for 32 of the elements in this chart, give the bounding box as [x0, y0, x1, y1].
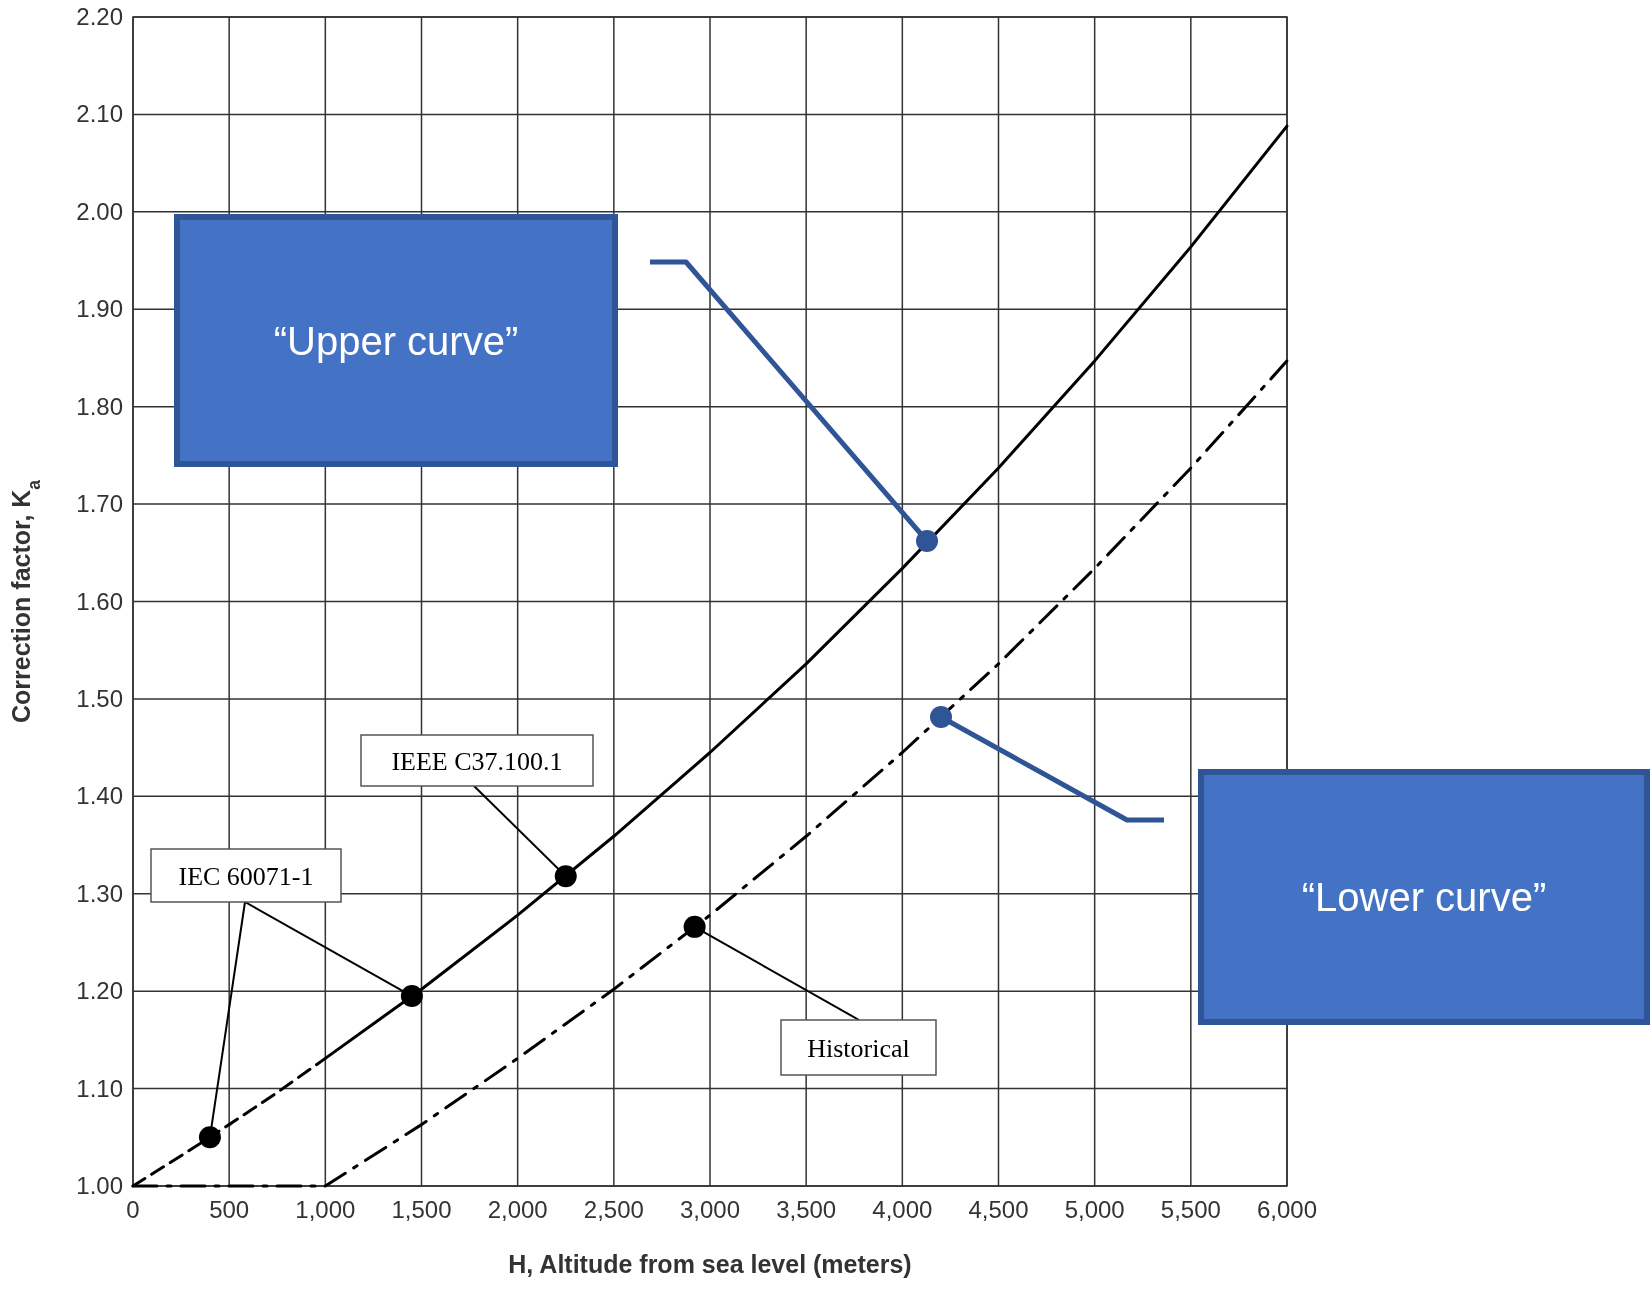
annotation: IEC 60071-1: [178, 861, 314, 891]
y-tick-label: 2.20: [76, 3, 123, 30]
x-tick-label: 2,500: [583, 1196, 644, 1223]
y-tick-label: 1.90: [76, 295, 123, 323]
y-tick-label: 1.10: [76, 1074, 123, 1102]
y-tick-label: 2.10: [76, 100, 123, 128]
x-tick-label: 2,000: [487, 1196, 548, 1223]
x-tick-label: 5,500: [1160, 1196, 1221, 1223]
x-tick-label: 1,000: [295, 1196, 356, 1223]
x-tick-label: 6,000: [1256, 1196, 1318, 1223]
x-tick-label: 5,000: [1064, 1196, 1125, 1223]
y-tick-label: 1.40: [76, 782, 123, 810]
y-tick-label: 1.20: [76, 977, 123, 1005]
y-tick-label: 1.50: [76, 684, 123, 712]
annotation: IEEE C37.100.1: [391, 746, 563, 776]
x-tick-label: 4,000: [872, 1196, 933, 1223]
annotation: Historical: [807, 1033, 910, 1063]
x-tick-label: 500: [209, 1196, 250, 1223]
y-tick-label: 1.60: [76, 587, 123, 615]
text: “Lower curve”: [1301, 875, 1547, 919]
y-tick-label: 1.30: [76, 879, 123, 907]
x-tick-label: 4,500: [968, 1196, 1029, 1223]
x-tick-label: 0: [126, 1196, 140, 1223]
y-tick-label: 1.70: [76, 490, 123, 518]
y-tick-label: 2.00: [76, 197, 123, 225]
x-tick-label: 3,500: [776, 1196, 837, 1223]
x-tick-label: 1,500: [391, 1196, 452, 1223]
annotation: “Upper curve”: [273, 318, 519, 363]
y-tick-label: 1.80: [76, 392, 123, 420]
y-tick-label: 1.00: [76, 1172, 123, 1199]
x-axis-title: H, Altitude from sea level (meters): [508, 1250, 912, 1278]
x-tick-label: 3,000: [679, 1196, 741, 1223]
